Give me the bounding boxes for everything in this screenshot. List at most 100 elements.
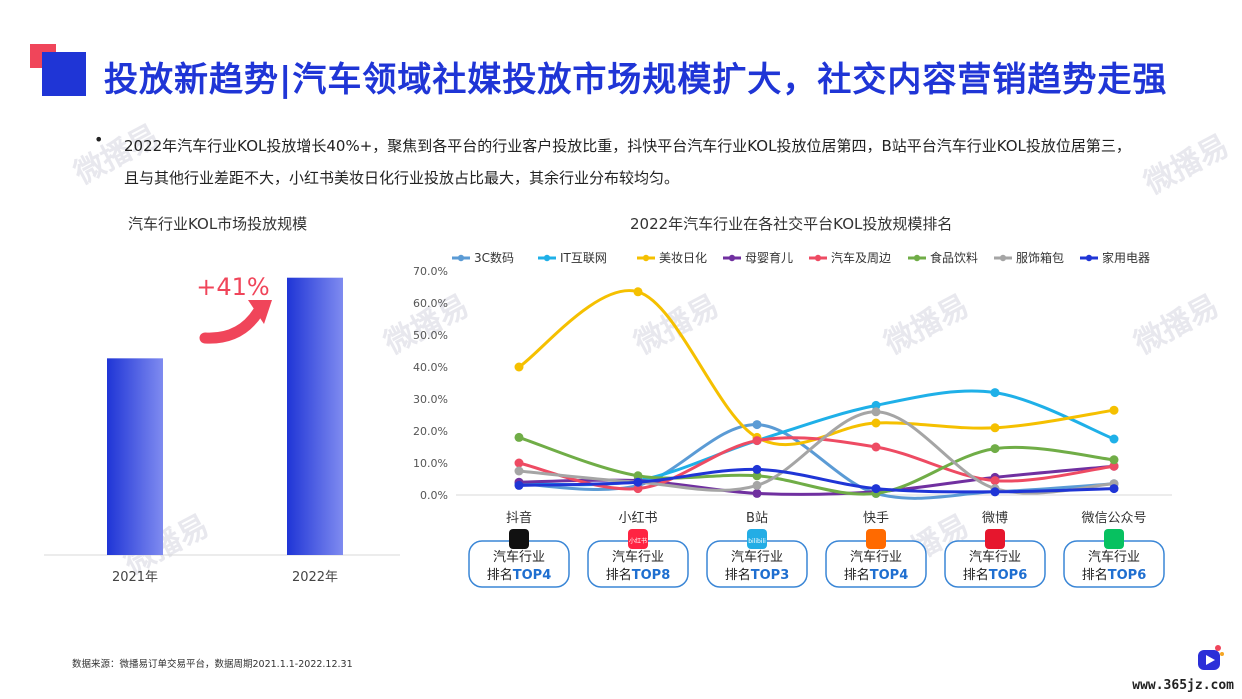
series-point	[633, 471, 643, 481]
badge-rank: TOP8	[632, 568, 671, 583]
growth-annotation: +41%	[196, 273, 269, 301]
growth-arrow-icon	[199, 306, 264, 344]
series-point	[514, 458, 524, 468]
badge-line1: 汽车行业	[1088, 549, 1140, 565]
legend-label: 汽车及周边	[831, 250, 891, 265]
legend-label: IT互联网	[560, 251, 607, 265]
series-point	[514, 466, 524, 476]
series-point	[752, 436, 762, 446]
series-point	[514, 432, 524, 442]
series-point	[871, 400, 881, 410]
badge-line2: 排名TOP8	[606, 567, 671, 583]
series-point	[990, 476, 1000, 486]
series-point	[1109, 455, 1119, 465]
badge-rank: TOP6	[1108, 568, 1147, 583]
series-line	[518, 467, 1115, 494]
data-source-note: 数据来源：微播易订单交易平台，数据周期2021.1.1-2022.12.31	[72, 659, 353, 670]
legend-marker	[457, 254, 465, 262]
badge-line1: 汽车行业	[969, 549, 1021, 565]
legend-marker	[728, 254, 736, 262]
series-point	[752, 464, 762, 474]
bar-category-label: 2022年	[292, 570, 338, 585]
bullet-marker: •	[94, 130, 104, 149]
series-point	[752, 471, 762, 481]
legend-marker	[642, 254, 650, 262]
badge-line2: 排名TOP6	[963, 567, 1028, 583]
series-point	[514, 362, 524, 372]
series-point	[1109, 484, 1119, 494]
x-category-label: 快手	[863, 511, 889, 526]
badge-line2: 排名TOP4	[487, 567, 552, 583]
y-tick-label: 20.0%	[413, 425, 448, 438]
badge-rank: TOP4	[870, 568, 909, 583]
series-point	[633, 477, 643, 487]
bilibili-icon	[747, 529, 767, 549]
legend-marker	[913, 254, 921, 262]
series-point	[871, 407, 881, 417]
bar-chart-title: 汽车行业KOL市场投放规模	[128, 215, 308, 233]
growth-arrowhead-icon	[248, 300, 272, 324]
series-point	[514, 480, 524, 490]
summary-text: 2022年汽车行业KOL投放增长40%+，聚焦到各平台的行业客户投放比重，抖快平…	[124, 137, 1131, 187]
series-point	[633, 484, 643, 494]
header-decoration-blue	[42, 52, 86, 96]
series-point	[990, 487, 1000, 497]
weibo-icon	[985, 529, 1005, 549]
bar-1	[287, 277, 343, 555]
page-title: 投放新趋势|汽车领域社媒投放市场规模扩大，社交内容营销趋势走强	[104, 60, 1168, 100]
legend-marker	[814, 254, 822, 262]
douyin-icon	[509, 529, 529, 549]
badge-line1: 汽车行业	[731, 549, 783, 565]
series-point	[871, 484, 881, 494]
badge-line1: 汽车行业	[850, 549, 902, 565]
series-point	[1109, 405, 1119, 415]
legend-label: 家用电器	[1102, 250, 1150, 265]
legend-label: 美妆日化	[659, 251, 707, 265]
x-category-label: 微博	[982, 511, 1008, 526]
series-point	[990, 388, 1000, 398]
legend-label: 食品饮料	[930, 250, 978, 265]
series-point	[752, 420, 762, 430]
x-category-label: B站	[746, 511, 768, 526]
bar-0	[107, 358, 163, 555]
series-point	[633, 287, 643, 297]
series-line	[518, 436, 1115, 491]
y-tick-label: 50.0%	[413, 329, 448, 342]
badge-line2: 排名TOP6	[1082, 567, 1147, 583]
site-url[interactable]: www.365jz.com	[1132, 678, 1234, 693]
kuaishou-icon	[866, 529, 886, 549]
series-line	[518, 435, 1115, 496]
legend-marker	[543, 254, 551, 262]
series-point	[1109, 461, 1119, 471]
y-tick-label: 40.0%	[413, 361, 448, 374]
badge-line1: 汽车行业	[612, 549, 664, 565]
series-point	[752, 488, 762, 498]
x-category-label: 小红书	[618, 510, 657, 526]
series-point	[871, 442, 881, 452]
x-category-label: 抖音	[506, 510, 532, 526]
legend-marker	[999, 254, 1007, 262]
xiaohongshu-icon	[628, 529, 648, 549]
line-chart-title: 2022年汽车行业在各社交平台KOL投放规模排名	[630, 215, 953, 233]
series-point	[990, 423, 1000, 433]
platform-icon-text: bilibili	[748, 538, 766, 545]
x-category-label: 微信公众号	[1081, 511, 1146, 526]
badge-rank: TOP4	[513, 568, 552, 583]
badge-rank: TOP6	[989, 568, 1028, 583]
bar-category-label: 2021年	[112, 570, 158, 585]
badge-line2: 排名TOP3	[725, 567, 790, 583]
series-point	[1109, 434, 1119, 444]
badge-line1: 汽车行业	[493, 549, 545, 565]
y-tick-label: 10.0%	[413, 457, 448, 470]
weiboyi-logo-icon	[1198, 645, 1224, 670]
legend-label: 服饰箱包	[1016, 250, 1064, 265]
legend-label: 3C数码	[474, 250, 514, 265]
wechat-icon	[1104, 529, 1124, 549]
series-point	[752, 480, 762, 490]
series-point	[871, 418, 881, 428]
legend-label: 母婴育儿	[745, 250, 793, 265]
badge-rank: TOP3	[751, 568, 790, 583]
legend-marker	[1085, 254, 1093, 262]
platform-icon-text: 小红书	[629, 537, 647, 545]
